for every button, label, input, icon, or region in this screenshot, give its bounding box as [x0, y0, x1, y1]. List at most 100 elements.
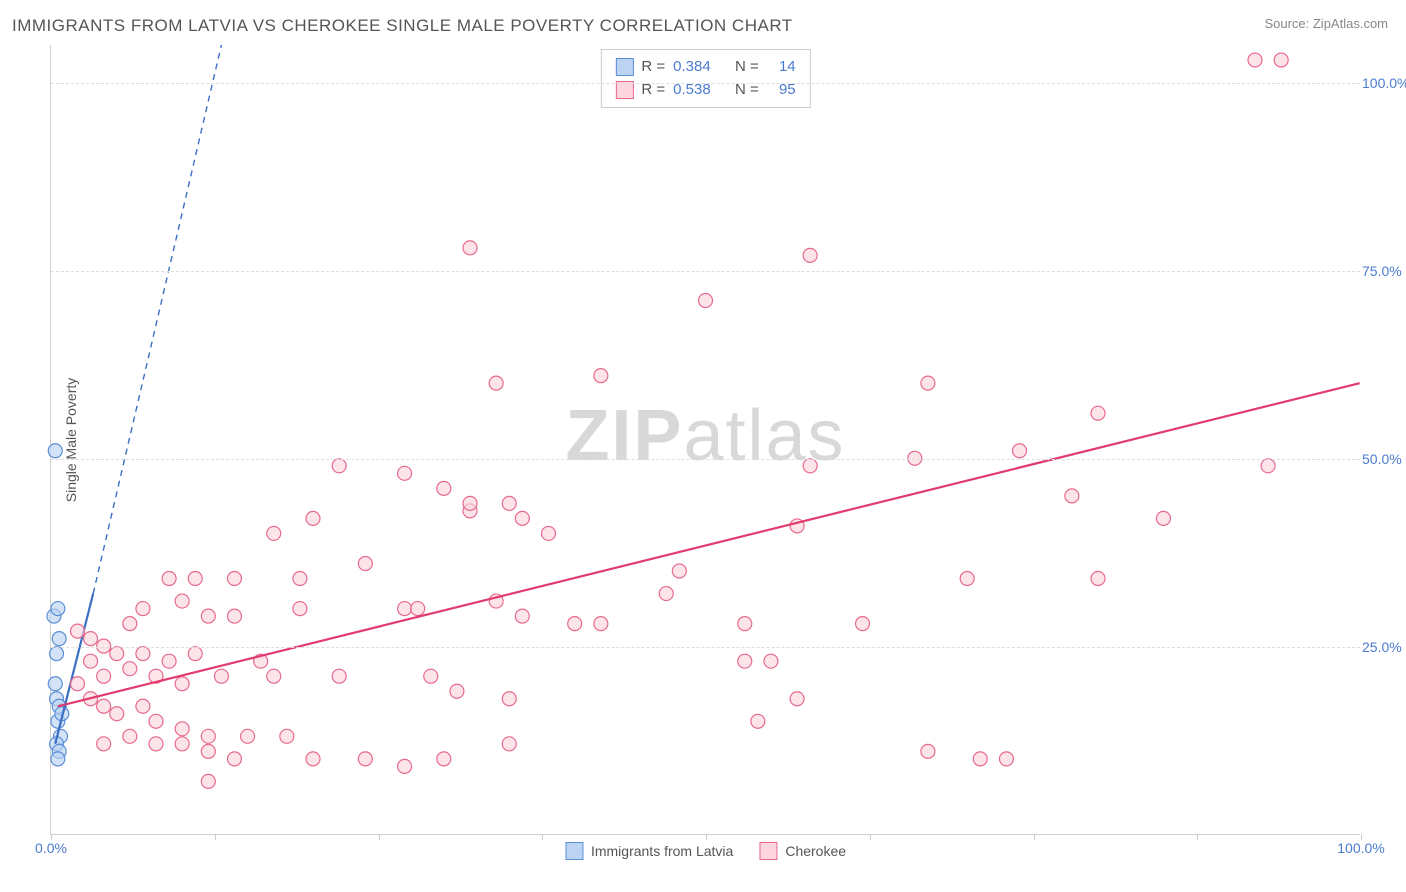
- legend-swatch-icon: [565, 842, 583, 860]
- data-point-cherokee: [228, 752, 242, 766]
- x-tick-mark: [1034, 834, 1035, 840]
- data-point-cherokee: [398, 466, 412, 480]
- data-point-cherokee: [1091, 572, 1105, 586]
- data-point-cherokee: [188, 647, 202, 661]
- data-point-cherokee: [738, 654, 752, 668]
- data-point-cherokee: [175, 737, 189, 751]
- source-attribution: Source: ZipAtlas.com: [1264, 16, 1388, 31]
- data-point-cherokee: [123, 662, 137, 676]
- data-point-cherokee: [751, 714, 765, 728]
- legend-row-latvia: R =0.384 N = 14: [615, 56, 795, 79]
- x-tick-mark: [870, 834, 871, 840]
- legend-series-label: Immigrants from Latvia: [591, 843, 733, 859]
- data-point-cherokee: [188, 572, 202, 586]
- data-point-cherokee: [738, 617, 752, 631]
- data-point-cherokee: [214, 669, 228, 683]
- data-point-cherokee: [123, 617, 137, 631]
- data-point-cherokee: [764, 654, 778, 668]
- data-point-cherokee: [437, 752, 451, 766]
- data-point-cherokee: [71, 677, 85, 691]
- data-point-cherokee: [1091, 406, 1105, 420]
- data-point-cherokee: [136, 647, 150, 661]
- legend-bottom-item-cherokee: Cherokee: [759, 842, 846, 860]
- data-point-cherokee: [201, 744, 215, 758]
- data-point-cherokee: [97, 669, 111, 683]
- y-tick-label: 75.0%: [1362, 263, 1406, 279]
- data-point-cherokee: [97, 699, 111, 713]
- data-point-cherokee: [136, 602, 150, 616]
- data-point-latvia: [48, 444, 62, 458]
- data-point-cherokee: [306, 511, 320, 525]
- data-point-cherokee: [1274, 53, 1288, 67]
- legend-swatch-icon: [615, 58, 633, 76]
- data-point-cherokee: [293, 572, 307, 586]
- data-point-cherokee: [803, 248, 817, 262]
- trendline-cherokee: [58, 383, 1360, 706]
- data-point-cherokee: [921, 744, 935, 758]
- legend-swatch-icon: [759, 842, 777, 860]
- data-point-cherokee: [97, 737, 111, 751]
- x-tick-mark: [215, 834, 216, 840]
- data-point-cherokee: [594, 617, 608, 631]
- legend-bottom-item-latvia: Immigrants from Latvia: [565, 842, 733, 860]
- data-point-cherokee: [149, 714, 163, 728]
- data-point-cherokee: [332, 669, 346, 683]
- data-point-cherokee: [437, 481, 451, 495]
- y-tick-label: 50.0%: [1362, 451, 1406, 467]
- data-point-cherokee: [411, 602, 425, 616]
- legend-r-label: R =: [641, 56, 665, 79]
- data-point-cherokee: [228, 572, 242, 586]
- data-point-cherokee: [803, 459, 817, 473]
- x-tick-mark: [706, 834, 707, 840]
- data-point-cherokee: [228, 609, 242, 623]
- data-point-cherokee: [398, 759, 412, 773]
- data-point-cherokee: [162, 654, 176, 668]
- data-point-cherokee: [542, 526, 556, 540]
- data-point-latvia: [50, 647, 64, 661]
- data-point-cherokee: [358, 556, 372, 570]
- data-point-cherokee: [450, 684, 464, 698]
- data-point-cherokee: [306, 752, 320, 766]
- data-point-cherokee: [424, 669, 438, 683]
- data-point-cherokee: [123, 729, 137, 743]
- data-point-cherokee: [856, 617, 870, 631]
- data-point-cherokee: [201, 729, 215, 743]
- data-point-cherokee: [960, 572, 974, 586]
- data-point-cherokee: [463, 241, 477, 255]
- data-point-cherokee: [1156, 511, 1170, 525]
- legend-n-label: N =: [735, 56, 759, 79]
- x-tick-label: 0.0%: [35, 840, 67, 856]
- data-point-cherokee: [973, 752, 987, 766]
- data-point-cherokee: [149, 737, 163, 751]
- data-point-cherokee: [398, 602, 412, 616]
- data-point-cherokee: [502, 692, 516, 706]
- data-point-cherokee: [568, 617, 582, 631]
- data-point-cherokee: [280, 729, 294, 743]
- x-tick-mark: [1197, 834, 1198, 840]
- x-tick-label: 100.0%: [1337, 840, 1384, 856]
- data-point-cherokee: [110, 647, 124, 661]
- data-point-cherokee: [1013, 444, 1027, 458]
- gridline-horizontal: [51, 83, 1360, 84]
- data-point-cherokee: [489, 376, 503, 390]
- gridline-horizontal: [51, 647, 1360, 648]
- legend-bottom: Immigrants from Latvia Cherokee: [565, 842, 846, 860]
- gridline-horizontal: [51, 271, 1360, 272]
- data-point-cherokee: [515, 609, 529, 623]
- data-point-cherokee: [358, 752, 372, 766]
- data-point-cherokee: [921, 376, 935, 390]
- data-point-cherokee: [267, 526, 281, 540]
- data-point-cherokee: [201, 609, 215, 623]
- y-tick-label: 100.0%: [1362, 75, 1406, 91]
- legend-correlation-box: R =0.384 N = 14R =0.538 N = 95: [600, 49, 810, 108]
- legend-r-value: 0.384: [673, 56, 711, 79]
- data-point-cherokee: [502, 496, 516, 510]
- data-point-cherokee: [175, 677, 189, 691]
- data-point-latvia: [48, 677, 62, 691]
- data-point-cherokee: [672, 564, 686, 578]
- data-point-cherokee: [463, 496, 477, 510]
- data-point-cherokee: [84, 632, 98, 646]
- scatter-svg: [51, 45, 1360, 834]
- data-point-latvia: [51, 602, 65, 616]
- data-point-cherokee: [241, 729, 255, 743]
